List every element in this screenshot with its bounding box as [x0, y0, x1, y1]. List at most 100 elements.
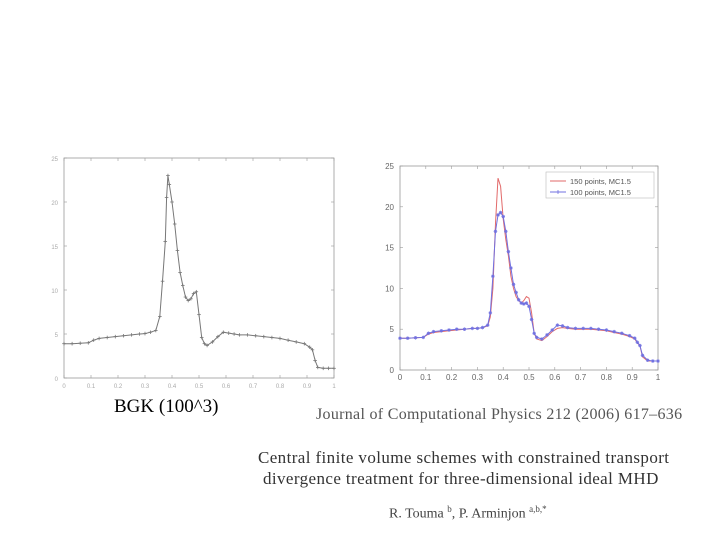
x-tick-label: 0.3 [141, 384, 150, 390]
x-tick-label: 0.9 [303, 384, 312, 390]
x-tick-label: 0.6 [549, 373, 561, 382]
x-tick-label: 0.3 [472, 373, 484, 382]
y-tick-label: 5 [55, 333, 59, 339]
paper-title-line-2: divergence treatment for three-dimension… [263, 469, 659, 488]
data-point [321, 366, 325, 371]
marker-stroke [628, 334, 632, 338]
data-point [221, 330, 226, 335]
data-point [545, 333, 549, 337]
data-point [405, 336, 410, 340]
data-point [532, 331, 536, 336]
data-point [158, 314, 162, 319]
data-point [509, 266, 513, 270]
marker-stroke [398, 336, 402, 340]
y-tick-label: 15 [51, 245, 58, 251]
author-name: R. Touma [389, 506, 444, 522]
marker-stroke [635, 340, 639, 344]
data-point [640, 353, 645, 358]
data-point [183, 295, 188, 299]
data-point [620, 331, 624, 336]
data-point [638, 343, 642, 348]
marker-stroke [560, 324, 565, 328]
data-point [160, 279, 165, 283]
data-point [529, 317, 534, 322]
data-point [191, 291, 196, 296]
data-point [286, 338, 290, 342]
data-point [635, 340, 640, 345]
marker-stroke [481, 326, 485, 330]
y-tick-label: 10 [385, 284, 394, 293]
marker-stroke [620, 331, 624, 335]
data-point [627, 333, 632, 338]
data-point [129, 333, 134, 337]
data-point [470, 326, 475, 331]
data-point [172, 222, 177, 226]
data-point [511, 282, 516, 287]
marker-stroke [475, 326, 479, 330]
plot-frame [63, 157, 335, 379]
data-point [632, 336, 637, 340]
data-point [645, 358, 650, 363]
y-tick-label: 5 [390, 325, 395, 334]
data-point [170, 200, 174, 204]
data-point [581, 326, 585, 331]
data-point [70, 341, 74, 346]
data-point [524, 301, 529, 305]
data-point [589, 326, 593, 331]
mc-comparison-chart: 0 0.1 0.2 0.3 0.4 0.5 0.6 0.7 0.8 0.9 105101520251… [385, 162, 661, 382]
data-point [97, 336, 101, 341]
marker-stroke [509, 266, 513, 270]
x-tick-label: 0.5 [195, 384, 204, 390]
marker-stroke [535, 335, 539, 339]
data-point [216, 334, 220, 339]
data-point [137, 332, 142, 336]
data-point [181, 283, 185, 288]
data-point [105, 335, 109, 340]
data-point [199, 335, 204, 340]
data-point [205, 343, 209, 348]
marker-stroke [499, 210, 503, 215]
marker-stroke [540, 337, 544, 341]
data-point [573, 326, 578, 331]
data-point [113, 334, 118, 339]
x-tick-label: 0.8 [601, 373, 613, 382]
data-point [232, 332, 236, 336]
data-point [604, 328, 609, 332]
data-point [332, 366, 336, 371]
data-point [550, 328, 555, 332]
data-point [485, 323, 490, 327]
data-point [421, 335, 426, 340]
data-point [596, 327, 601, 331]
marker-stroke [581, 326, 585, 330]
data-point [189, 297, 193, 301]
data-point [475, 326, 480, 331]
x-tick-label: 0.8 [276, 384, 285, 390]
marker-stroke [455, 327, 459, 331]
marker-stroke [421, 335, 425, 339]
data-point [121, 333, 126, 338]
marker-stroke [646, 358, 650, 362]
marker-stroke [640, 353, 645, 357]
data-point [143, 331, 147, 336]
marker-stroke [447, 328, 451, 332]
data-point [237, 333, 242, 337]
marker-stroke [496, 213, 500, 217]
paper-authors: R. Touma b, P. Arminjon a,b,* [389, 504, 547, 523]
marker-stroke [633, 336, 637, 340]
data-point [496, 213, 500, 217]
data-point [202, 341, 207, 346]
marker-stroke [651, 359, 655, 363]
marker-stroke [555, 323, 559, 327]
data-point [316, 365, 320, 370]
data-point [194, 289, 199, 294]
series-line-2 [400, 211, 658, 362]
data-point [154, 328, 158, 333]
data-point [148, 330, 153, 335]
x-tick-label: 0.5 [523, 373, 535, 382]
data-point [480, 325, 485, 330]
data-point [270, 335, 274, 340]
y-tick-label: 25 [51, 157, 58, 163]
data-point [186, 298, 190, 303]
marker-stroke [488, 311, 492, 315]
data-point [253, 333, 258, 338]
